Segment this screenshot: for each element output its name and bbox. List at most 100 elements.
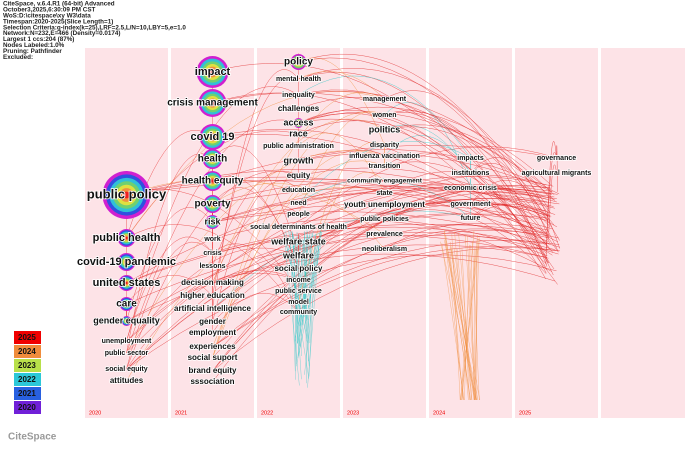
link <box>306 238 319 321</box>
node-label: prevalence <box>366 231 403 238</box>
link <box>297 234 322 343</box>
node-label: equity <box>287 171 311 180</box>
legend-label: 2024 <box>18 347 36 356</box>
node-ring <box>125 281 128 285</box>
legend-swatch <box>14 401 41 414</box>
link <box>298 146 557 228</box>
legend-swatch <box>14 387 41 400</box>
link <box>212 189 548 223</box>
node-label: decision making <box>181 278 244 287</box>
node-ring <box>210 100 215 106</box>
link <box>291 230 309 321</box>
header-line: Network:N=232,E=466 (Density=0.0174) <box>3 30 120 37</box>
header-line: WoS:D:\citespace\xy W3\data <box>3 12 91 19</box>
node-label: lessons <box>199 263 225 270</box>
link <box>126 150 385 354</box>
node-label: experiences <box>189 342 236 351</box>
link <box>384 152 548 270</box>
year-label: 2022 <box>261 410 273 416</box>
link <box>212 253 556 284</box>
node-label: politics <box>369 124 401 134</box>
link <box>556 145 558 192</box>
node-label: mental health <box>276 76 321 83</box>
node-ring <box>210 134 215 140</box>
link <box>476 240 478 401</box>
link <box>450 247 475 401</box>
link <box>212 246 560 348</box>
node-label: health <box>198 154 227 165</box>
time-band <box>601 48 685 418</box>
node-label: health equity <box>182 176 244 187</box>
node-label: public policies <box>360 216 409 223</box>
legend-label: 2021 <box>18 389 36 398</box>
link <box>212 240 560 348</box>
link <box>308 235 317 377</box>
link <box>212 134 550 245</box>
link <box>298 153 553 192</box>
node-label: covid 19 <box>190 131 234 143</box>
link <box>298 111 385 215</box>
node-label: united states <box>93 277 161 289</box>
header-line: Largest 1 ccs:204 (87%) <box>3 36 74 43</box>
node-label: people <box>287 211 310 218</box>
header-line: Selection Criteria:g-index(k=25),LRF=2.5… <box>3 24 186 31</box>
link <box>298 192 559 243</box>
node-label: work <box>203 236 220 243</box>
link <box>298 132 385 194</box>
header-line: CiteSpace, v.6.4.R1 (64-bit) Advanced <box>3 1 115 8</box>
link <box>443 230 464 401</box>
link <box>212 192 557 383</box>
link <box>451 234 461 401</box>
link <box>212 92 558 285</box>
link <box>212 247 557 372</box>
node-label: youth unemployment <box>344 200 425 209</box>
node-label: sssociation <box>190 377 234 386</box>
link <box>126 235 547 305</box>
node-label: state <box>376 190 392 197</box>
node-ring <box>297 122 300 124</box>
node-label: risk <box>204 216 221 226</box>
link <box>298 178 471 219</box>
link <box>384 126 552 214</box>
node-label: social policy <box>274 264 323 273</box>
node-label: influenza vaccination <box>349 153 420 160</box>
node-label: public sector <box>105 350 149 357</box>
node-ring <box>210 157 215 161</box>
link <box>546 141 557 249</box>
node-label: welfare state <box>270 236 326 246</box>
node-label: income <box>286 277 311 284</box>
link <box>126 203 546 370</box>
link <box>384 102 471 189</box>
node-label: gender equality <box>93 315 160 325</box>
node-label: higher education <box>180 291 245 300</box>
time-band <box>343 48 426 418</box>
link <box>212 77 299 297</box>
node-label: social determinants of health <box>250 224 347 231</box>
link <box>212 292 299 334</box>
link <box>212 160 385 348</box>
link <box>212 69 299 310</box>
node-label: women <box>371 112 396 119</box>
node-label: growth <box>284 155 314 165</box>
node-label: attitudes <box>110 376 144 385</box>
link <box>298 120 555 270</box>
node-label: social suport <box>188 353 238 362</box>
legend-label: 2022 <box>18 375 36 384</box>
link <box>473 248 476 401</box>
link <box>298 57 385 146</box>
link <box>470 180 550 217</box>
node-label: education <box>282 187 315 194</box>
link <box>470 187 559 252</box>
node-label: crisis management <box>167 98 258 109</box>
link <box>295 236 321 301</box>
legend-label: 2023 <box>18 361 36 370</box>
legend-swatch <box>14 359 41 372</box>
node-label: employment <box>189 328 236 337</box>
link <box>285 230 310 379</box>
link <box>212 188 555 372</box>
link <box>298 175 547 270</box>
node-label: public policy <box>87 186 167 201</box>
link <box>212 92 547 188</box>
link <box>298 228 549 292</box>
node-label: poverty <box>194 199 231 210</box>
